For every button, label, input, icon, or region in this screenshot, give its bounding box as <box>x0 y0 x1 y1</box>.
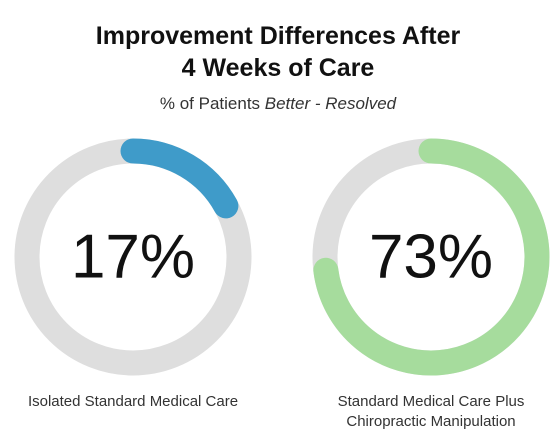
donut-1-value-label: 17% <box>71 223 195 292</box>
subtitle-resolved: Resolved <box>325 94 397 113</box>
donut-chart-2: 73% <box>312 138 550 376</box>
donut-2-value-label: 73% <box>369 223 493 292</box>
donut-2-category-label: Standard Medical Care Plus Chiropractic … <box>311 392 551 432</box>
donut-2-label-line-2: Chiropractic Manipulation <box>346 413 516 430</box>
subtitle-better: Better <box>264 94 311 113</box>
donut-1-value-arc <box>120 138 239 219</box>
donut-1-category-label: Isolated Standard Medical Care <box>3 392 263 412</box>
subtitle-prefix: % of Patients <box>159 94 265 113</box>
donut-1-label-line-1: Isolated Standard Medical Care <box>27 393 239 410</box>
donut-2-value-arc <box>313 138 550 376</box>
donut-2-label-line-1: Standard Medical Care Plus <box>337 393 525 410</box>
chart-title: Improvement Differences After 4 Weeks of… <box>0 20 556 84</box>
chart-title-line-2: 4 Weeks of Care <box>181 54 375 82</box>
chart-title-line-1: Improvement Differences After <box>95 22 461 50</box>
subtitle-separator: - <box>310 94 326 113</box>
chart-subtitle: % of Patients Better - Resolved <box>0 94 556 114</box>
donut-chart-1: 17% <box>14 138 252 376</box>
